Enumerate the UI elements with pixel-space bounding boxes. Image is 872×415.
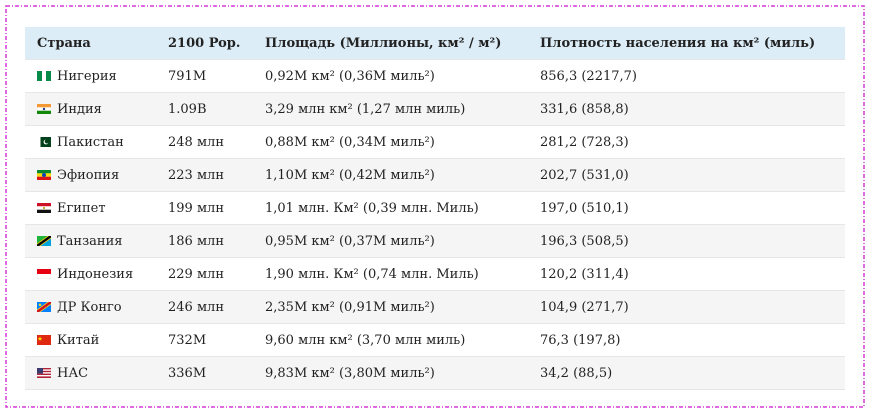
cell: 331,6 (858,8) bbox=[528, 92, 845, 126]
row: НАС 336M 9,83M км² (3,80M миль²) 34,2 (88,5… bbox=[25, 356, 845, 390]
cell: 336M bbox=[156, 356, 253, 390]
cell: 246 млн bbox=[156, 290, 253, 324]
country: НАС bbox=[57, 365, 89, 381]
border bbox=[5, 5, 865, 408]
cell: Индия bbox=[25, 92, 156, 126]
header: Площадь (Миллионы, км² / м²) bbox=[253, 27, 528, 60]
flag bbox=[37, 367, 51, 378]
cell: 2,35M км² (0,91M миль²) bbox=[253, 290, 528, 324]
cell: 196,3 (508,5) bbox=[528, 224, 845, 258]
country: Эфиопия bbox=[57, 167, 120, 183]
country: ДР Конго bbox=[57, 299, 122, 315]
cell: 104,9 (271,7) bbox=[528, 290, 845, 324]
table: Страна 2100 Pop. Площадь (Миллионы, км² … bbox=[25, 27, 845, 390]
country: Индия bbox=[57, 101, 102, 117]
country: Пакистан bbox=[57, 134, 124, 150]
row: Индия 1.09B 3,29 млн км² (1,27 млн миль) 33… bbox=[25, 92, 845, 126]
cell: 223 млн bbox=[156, 158, 253, 192]
cell: 34,2 (88,5) bbox=[528, 356, 845, 390]
header-row: Страна 2100 Pop. Площадь (Миллионы, км² … bbox=[25, 27, 845, 60]
row: Индонезия 229 млн 1,90 млн. Км² (0,74 млн.… bbox=[25, 257, 845, 291]
cell: Индонезия bbox=[25, 257, 156, 291]
cell: 856,3 (2217,7) bbox=[528, 59, 845, 93]
country: Индонезия bbox=[57, 266, 134, 282]
cell: 1,10M км² (0,42M миль²) bbox=[253, 158, 528, 192]
country: Нигерия bbox=[57, 68, 117, 84]
flag bbox=[37, 103, 51, 114]
row: ДР Конго 246 млн 2,35M км² (0,91M миль²) 10… bbox=[25, 290, 845, 324]
flag bbox=[37, 169, 51, 180]
cell: 1,90 млн. Км² (0,74 млн. Миль) bbox=[253, 257, 528, 291]
cell: 0,95M км² (0,37M миль²) bbox=[253, 224, 528, 258]
flag bbox=[37, 235, 51, 246]
cell: 9,83M км² (3,80M миль²) bbox=[253, 356, 528, 390]
row: Нигерия 791M 0,92M км² (0,36M миль²) 856,3 … bbox=[25, 59, 845, 93]
cell: 1,01 млн. Км² (0,39 млн. Миль) bbox=[253, 191, 528, 225]
cell: 76,3 (197,8) bbox=[528, 323, 845, 357]
cell: 229 млн bbox=[156, 257, 253, 291]
cell: Танзания bbox=[25, 224, 156, 258]
flag bbox=[37, 301, 51, 312]
flag bbox=[37, 334, 51, 345]
row: Эфиопия 223 млн 1,10M км² (0,42M миль²) 202… bbox=[25, 158, 845, 192]
cell: 197,0 (510,1) bbox=[528, 191, 845, 225]
header: Страна bbox=[25, 27, 156, 60]
cell: 186 млн bbox=[156, 224, 253, 258]
cell: 9,60 млн км² (3,70 млн миль) bbox=[253, 323, 528, 357]
header: 2100 Pop. bbox=[156, 27, 253, 60]
cell: 281,2 (728,3) bbox=[528, 125, 845, 159]
cell: Нигерия bbox=[25, 59, 156, 93]
row: Египет 199 млн 1,01 млн. Км² (0,39 млн. Ми… bbox=[25, 191, 845, 225]
cell: 0,88M км² (0,34M миль²) bbox=[253, 125, 528, 159]
cell: Эфиопия bbox=[25, 158, 156, 192]
cell: 199 млн bbox=[156, 191, 253, 225]
cell: 3,29 млн км² (1,27 млн миль) bbox=[253, 92, 528, 126]
flag bbox=[37, 136, 51, 147]
header: Плотность населения на км² (миль) bbox=[528, 27, 845, 60]
row: Пакистан 248 млн 0,88M км² (0,34M миль²) 28… bbox=[25, 125, 845, 159]
cell: Пакистан bbox=[25, 125, 156, 159]
country: Танзания bbox=[57, 233, 123, 249]
cell: 0,92M км² (0,36M миль²) bbox=[253, 59, 528, 93]
country: Китай bbox=[57, 332, 100, 348]
cell: НАС bbox=[25, 356, 156, 390]
cell: 1.09B bbox=[156, 92, 253, 126]
cell: 202,7 (531,0) bbox=[528, 158, 845, 192]
cell: 791M bbox=[156, 59, 253, 93]
row: Танзания 186 млн 0,95M км² (0,37M миль²) 19… bbox=[25, 224, 845, 258]
cell: Египет bbox=[25, 191, 156, 225]
flag bbox=[37, 268, 51, 279]
cell: Китай bbox=[25, 323, 156, 357]
row: Китай 732M 9,60 млн км² (3,70 млн миль) 76,… bbox=[25, 323, 845, 357]
cell: 248 млн bbox=[156, 125, 253, 159]
flag bbox=[37, 70, 51, 81]
cell: ДР Конго bbox=[25, 290, 156, 324]
cell: 120,2 (311,4) bbox=[528, 257, 845, 291]
flag bbox=[37, 202, 51, 213]
country: Египет bbox=[57, 200, 106, 216]
cell: 732M bbox=[156, 323, 253, 357]
